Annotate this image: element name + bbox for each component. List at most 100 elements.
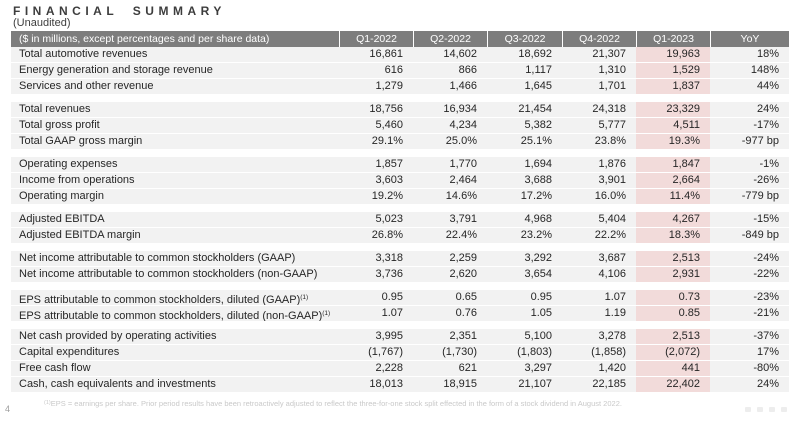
value-q2-2022: 3,791 <box>413 212 487 228</box>
table-row: Total automotive revenues 16,861 14,602 18,… <box>11 47 789 63</box>
value-q1-2022: (1,767) <box>339 345 413 361</box>
value-q2-2022: 14,602 <box>413 47 487 63</box>
value-q1-2023: 2,513 <box>636 251 710 267</box>
yoy-value: -1% <box>710 157 789 173</box>
value-q3-2022: 17.2% <box>487 189 562 205</box>
value-q4-2022: 5,404 <box>562 212 636 228</box>
value-q1-2023: 441 <box>636 361 710 377</box>
footnote-superscript: (1) <box>44 400 51 406</box>
value-q1-2022: 5,460 <box>339 118 413 134</box>
table-row: Income from operations 3,603 2,464 3,688 3,9… <box>11 173 789 189</box>
column-header-q4-2022: Q4-2022 <box>562 31 636 47</box>
value-q4-2022: 3,687 <box>562 251 636 267</box>
value-q2-2022: 2,620 <box>413 267 487 283</box>
value-q2-2022: 0.65 <box>413 290 487 306</box>
value-q2-2022: 1,770 <box>413 157 487 173</box>
table-section: Adjusted EBITDA 5,023 3,791 4,968 5,404 4,267… <box>11 212 789 244</box>
value-q4-2022: 1,310 <box>562 63 636 79</box>
value-q3-2022: 1,117 <box>487 63 562 79</box>
table-section: EPS attributable to common stockholders,… <box>11 290 789 322</box>
faint-glyph-icon <box>769 407 775 412</box>
yoy-value: -977 bp <box>710 134 789 150</box>
table-row: Net income attributable to common stockh… <box>11 267 789 283</box>
value-q4-2022: (1,858) <box>562 345 636 361</box>
row-label: Adjusted EBITDA margin <box>11 228 339 244</box>
row-label: Total revenues <box>11 102 339 118</box>
row-label: Net income attributable to common stockh… <box>11 267 339 283</box>
value-q3-2022: 3,654 <box>487 267 562 283</box>
value-q4-2022: 22,185 <box>562 377 636 393</box>
yoy-value: -37% <box>710 329 789 345</box>
yoy-value: -779 bp <box>710 189 789 205</box>
value-q2-2022: 1,466 <box>413 79 487 95</box>
yoy-value: -17% <box>710 118 789 134</box>
value-q1-2023: 11.4% <box>636 189 710 205</box>
footnote-text: EPS = earnings per share. Prior period r… <box>50 399 622 408</box>
row-label: Cash, cash equivalents and investments <box>11 377 339 393</box>
value-q1-2023: 2,513 <box>636 329 710 345</box>
yoy-value: -15% <box>710 212 789 228</box>
value-q1-2023: 2,664 <box>636 173 710 189</box>
value-q1-2022: 1,857 <box>339 157 413 173</box>
value-q3-2022: 18,692 <box>487 47 562 63</box>
value-q2-2022: 4,234 <box>413 118 487 134</box>
value-q1-2023: 1,529 <box>636 63 710 79</box>
value-q1-2022: 5,023 <box>339 212 413 228</box>
value-q3-2022: 1,694 <box>487 157 562 173</box>
row-label: Total GAAP gross margin <box>11 134 339 150</box>
value-q3-2022: (1,803) <box>487 345 562 361</box>
value-q2-2022: 2,464 <box>413 173 487 189</box>
yoy-value: 24% <box>710 102 789 118</box>
value-q2-2022: 2,259 <box>413 251 487 267</box>
row-label: Total gross profit <box>11 118 339 134</box>
table-row: Cash, cash equivalents and investments 18… <box>11 377 789 393</box>
value-q2-2022: 18,915 <box>413 377 487 393</box>
table-row: Operating margin 19.2% 14.6% 17.2% 16.0% 11.4… <box>11 189 789 205</box>
value-q4-2022: 23.8% <box>562 134 636 150</box>
value-q1-2023: (2,072) <box>636 345 710 361</box>
value-q1-2023: 1,837 <box>636 79 710 95</box>
value-q1-2022: 3,603 <box>339 173 413 189</box>
value-q1-2023: 22,402 <box>636 377 710 393</box>
financial-summary-table: ($ in millions, except percentages and p… <box>11 31 789 393</box>
column-header-q1-2023: Q1-2023 <box>636 31 710 47</box>
value-q3-2022: 0.95 <box>487 290 562 306</box>
yoy-value: 148% <box>710 63 789 79</box>
row-label: Adjusted EBITDA <box>11 212 339 228</box>
table-row: Adjusted EBITDA margin 26.8% 22.4% 23.2% 22.… <box>11 228 789 244</box>
table-row: Services and other revenue 1,279 1,466 1,64… <box>11 79 789 95</box>
value-q2-2022: 621 <box>413 361 487 377</box>
value-q3-2022: 3,292 <box>487 251 562 267</box>
table-section: Net cash provided by operating activitie… <box>11 329 789 393</box>
value-q3-2022: 21,107 <box>487 377 562 393</box>
value-q4-2022: 3,278 <box>562 329 636 345</box>
table-section: Operating expenses 1,857 1,770 1,694 1,876 1,… <box>11 157 789 205</box>
footer-watermark-icons <box>745 407 787 412</box>
table-row: Net income attributable to common stockh… <box>11 251 789 267</box>
value-q2-2022: 866 <box>413 63 487 79</box>
yoy-value: -21% <box>710 306 789 322</box>
value-q1-2023: 1,847 <box>636 157 710 173</box>
column-header-q3-2022: Q3-2022 <box>487 31 562 47</box>
table-row: Adjusted EBITDA 5,023 3,791 4,968 5,404 4,267… <box>11 212 789 228</box>
yoy-value: -849 bp <box>710 228 789 244</box>
row-label: Operating expenses <box>11 157 339 173</box>
value-q3-2022: 1.05 <box>487 306 562 322</box>
table-row: Total GAAP gross margin 29.1% 25.0% 25.1% 23… <box>11 134 789 150</box>
table-header-units-label: ($ in millions, except percentages and p… <box>19 33 270 45</box>
row-label: EPS attributable to common stockholders,… <box>11 290 339 306</box>
value-q4-2022: 3,901 <box>562 173 636 189</box>
row-label-superscript: (1) <box>300 294 309 301</box>
value-q1-2023: 2,931 <box>636 267 710 283</box>
value-q1-2022: 16,861 <box>339 47 413 63</box>
yoy-value: 44% <box>710 79 789 95</box>
value-q4-2022: 5,777 <box>562 118 636 134</box>
faint-glyph-icon <box>781 407 787 412</box>
value-q1-2022: 2,228 <box>339 361 413 377</box>
value-q4-2022: 1.07 <box>562 290 636 306</box>
value-q1-2022: 616 <box>339 63 413 79</box>
row-label: Total automotive revenues <box>11 47 339 63</box>
table-header-row: ($ in millions, except percentages and p… <box>11 31 789 47</box>
table-body: Total automotive revenues 16,861 14,602 18,… <box>11 47 789 393</box>
value-q2-2022: 25.0% <box>413 134 487 150</box>
